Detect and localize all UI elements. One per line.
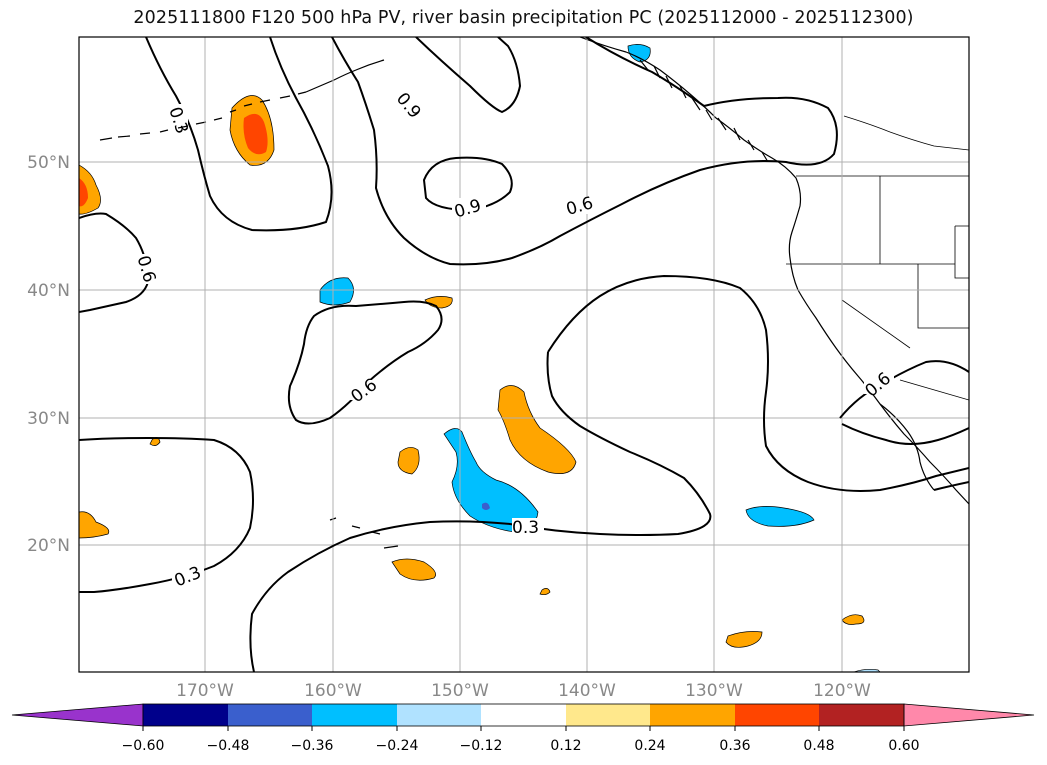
colorbar: −0.60 −0.48 −0.36 −0.24 −0.12 0.12 0.24 …	[11, 703, 1035, 754]
plot-frame	[78, 36, 970, 673]
colorbar-ticks	[142, 726, 905, 731]
lon-label: 150°W	[431, 681, 489, 701]
lat-label: 30°N	[27, 409, 70, 429]
lat-label: 20°N	[27, 536, 70, 556]
alaska-peninsula	[305, 59, 385, 93]
lat-label: 40°N	[27, 281, 70, 301]
neg-anomaly-4	[627, 44, 651, 63]
colorbar-tick-label: −0.12	[460, 738, 503, 754]
political-borders	[786, 115, 969, 401]
coast-baja	[879, 403, 935, 491]
colorbar-tick-label: 0.12	[550, 738, 581, 754]
lon-label: 160°W	[304, 681, 362, 701]
neg-anomaly-2	[443, 428, 539, 533]
pos-anomaly-4	[497, 385, 577, 474]
colorbar-segment	[228, 704, 312, 726]
pos-anomaly-11	[841, 614, 865, 625]
contour-0.6-central	[287, 300, 443, 425]
colorbar-tick-label: −0.24	[376, 738, 419, 754]
contour-label: 0.3	[512, 518, 539, 538]
lon-label: 120°W	[813, 681, 871, 701]
neg-anomaly-2-core	[482, 502, 490, 510]
pos-anomaly-8	[391, 558, 436, 581]
colorbar-tick-label: −0.60	[122, 738, 165, 754]
colorbar-extend-min	[11, 703, 144, 727]
pos-anomaly-1-core	[243, 113, 268, 155]
pos-anomaly-9	[725, 631, 763, 648]
contour-0.3-hawaii	[249, 351, 712, 672]
contour-0.6-california	[839, 360, 969, 445]
contour-0.9-north	[331, 37, 838, 266]
contour-0.6-north	[415, 37, 522, 114]
colorbar-segment	[819, 704, 904, 726]
map-title: 2025111800 F120 500 hPa PV, river basin …	[133, 8, 914, 28]
lon-label: 130°W	[685, 681, 743, 701]
precipitation-shading	[79, 44, 881, 672]
plot-area	[79, 37, 969, 672]
lon-label: 170°W	[176, 681, 234, 701]
colorbar-segment	[650, 704, 735, 726]
pos-anomaly-10	[539, 588, 551, 596]
aleutians	[99, 91, 307, 141]
pos-anomaly-7	[79, 511, 110, 539]
neg-anomaly-3	[745, 506, 815, 527]
colorbar-frame	[142, 703, 905, 727]
colorbar-extend-max	[903, 703, 1035, 727]
colorbar-tick-label: −0.48	[207, 738, 250, 754]
colorbar-segment	[566, 704, 650, 726]
colorbar-tick-label: −0.36	[291, 738, 334, 754]
longitude-axis: 170°W 160°W 150°W 140°W 130°W 120°W	[176, 681, 871, 701]
lon-label: 140°W	[558, 681, 616, 701]
colorbar-segment	[481, 704, 566, 726]
contour-0.6-baja	[933, 481, 969, 491]
contour-0.6-east	[547, 274, 969, 492]
colorbar-tick-label: 0.48	[803, 738, 834, 754]
colorbar-segment	[143, 704, 228, 726]
latitude-axis: 50°N 40°N 30°N 20°N	[27, 153, 70, 556]
contour-0.3-south	[79, 436, 254, 593]
colorbar-segment	[397, 704, 481, 726]
colorbar-tick-label: 0.60	[888, 738, 919, 754]
colorbar-tick-label: 0.24	[634, 738, 665, 754]
colorbar-segment	[312, 704, 397, 726]
colorbar-tick-label: 0.36	[719, 738, 750, 754]
pos-anomaly-2-core	[79, 178, 88, 207]
colorbar-segment	[735, 704, 819, 726]
contour-labels: 0.3 0.9 0.6 0.9 0.6 0.6 0.3 0.3 0.6	[133, 89, 895, 591]
pos-anomaly-5	[397, 447, 420, 475]
pv-contours	[79, 37, 969, 672]
neg-anomaly-5	[853, 668, 881, 672]
lat-label: 50°N	[27, 153, 70, 173]
